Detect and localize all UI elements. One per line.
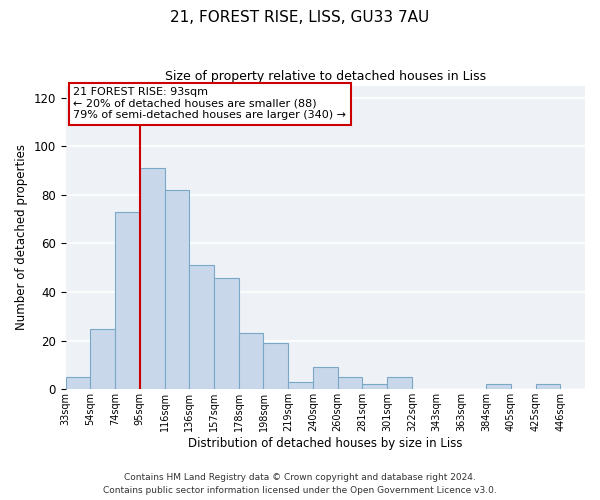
- Bar: [239, 334, 263, 390]
- Bar: [91, 328, 115, 390]
- Y-axis label: Number of detached properties: Number of detached properties: [15, 144, 28, 330]
- Bar: [338, 377, 362, 390]
- Bar: [536, 384, 560, 390]
- Bar: [387, 377, 412, 390]
- Bar: [190, 266, 214, 390]
- Text: 21, FOREST RISE, LISS, GU33 7AU: 21, FOREST RISE, LISS, GU33 7AU: [170, 10, 430, 25]
- Text: Contains HM Land Registry data © Crown copyright and database right 2024.
Contai: Contains HM Land Registry data © Crown c…: [103, 474, 497, 495]
- Bar: [263, 343, 288, 390]
- Bar: [486, 384, 511, 390]
- Title: Size of property relative to detached houses in Liss: Size of property relative to detached ho…: [165, 70, 486, 83]
- Bar: [288, 382, 313, 390]
- Bar: [313, 368, 338, 390]
- Bar: [362, 384, 387, 390]
- Text: 21 FOREST RISE: 93sqm
← 20% of detached houses are smaller (88)
79% of semi-deta: 21 FOREST RISE: 93sqm ← 20% of detached …: [73, 87, 346, 120]
- Bar: [164, 190, 190, 390]
- Bar: [65, 377, 91, 390]
- Bar: [214, 278, 239, 390]
- Bar: [115, 212, 140, 390]
- X-axis label: Distribution of detached houses by size in Liss: Distribution of detached houses by size …: [188, 437, 463, 450]
- Bar: [140, 168, 164, 390]
